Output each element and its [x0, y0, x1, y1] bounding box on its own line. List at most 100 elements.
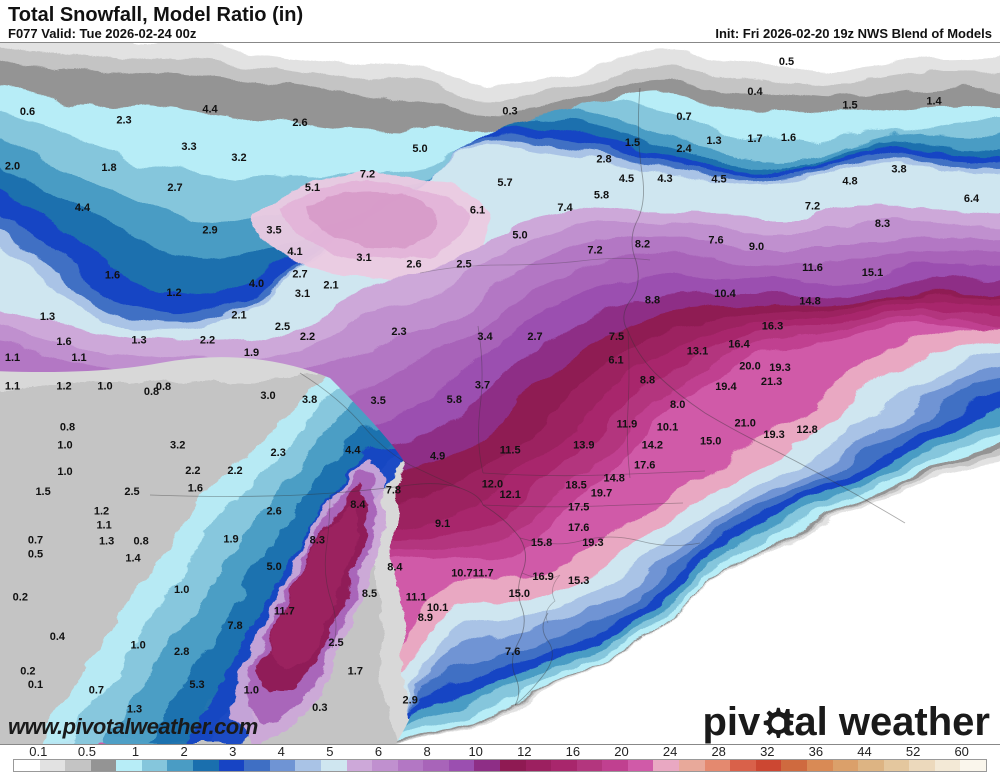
- svg-text:16.4: 16.4: [728, 339, 750, 351]
- svg-text:0.8: 0.8: [133, 536, 148, 548]
- svg-text:2.5: 2.5: [456, 259, 471, 271]
- svg-text:0.7: 0.7: [28, 535, 43, 547]
- svg-text:16.3: 16.3: [762, 321, 783, 333]
- svg-text:1.5: 1.5: [842, 100, 857, 112]
- svg-text:7.8: 7.8: [227, 620, 242, 632]
- svg-text:5.8: 5.8: [594, 190, 609, 202]
- svg-text:5.1: 5.1: [305, 182, 320, 194]
- svg-text:6.4: 6.4: [964, 193, 980, 205]
- svg-text:1.0: 1.0: [174, 584, 189, 596]
- svg-text:2.5: 2.5: [124, 486, 139, 498]
- svg-text:2.0: 2.0: [5, 161, 20, 173]
- svg-text:8.2: 8.2: [635, 239, 650, 251]
- svg-text:2.1: 2.1: [231, 310, 246, 322]
- svg-text:4.4: 4.4: [345, 445, 361, 457]
- svg-text:3.5: 3.5: [266, 225, 281, 237]
- svg-text:0.8: 0.8: [60, 421, 75, 433]
- svg-text:5.7: 5.7: [497, 177, 512, 189]
- svg-text:7.2: 7.2: [587, 245, 602, 257]
- svg-text:8.4: 8.4: [350, 499, 366, 511]
- svg-text:0.2: 0.2: [20, 666, 35, 678]
- svg-text:1.7: 1.7: [747, 133, 762, 145]
- svg-text:8.3: 8.3: [310, 535, 325, 547]
- svg-text:8.5: 8.5: [362, 588, 377, 600]
- svg-text:2.6: 2.6: [292, 117, 307, 129]
- svg-text:0.4: 0.4: [50, 631, 66, 643]
- svg-text:2.9: 2.9: [202, 225, 217, 237]
- svg-text:7.2: 7.2: [805, 201, 820, 213]
- svg-text:0.6: 0.6: [20, 106, 35, 118]
- svg-text:1.7: 1.7: [348, 666, 363, 678]
- svg-text:10.7: 10.7: [451, 568, 472, 580]
- svg-text:20.0: 20.0: [739, 361, 760, 373]
- svg-text:11.6: 11.6: [802, 262, 823, 274]
- svg-text:19.4: 19.4: [715, 381, 737, 393]
- svg-text:3.0: 3.0: [260, 390, 275, 402]
- svg-text:5.0: 5.0: [412, 143, 427, 155]
- svg-text:4.3: 4.3: [657, 173, 672, 185]
- svg-text:5.3: 5.3: [189, 679, 204, 691]
- svg-text:8.8: 8.8: [645, 295, 660, 307]
- svg-text:19.3: 19.3: [769, 362, 790, 374]
- svg-text:1.5: 1.5: [625, 137, 640, 149]
- svg-text:1.9: 1.9: [244, 347, 259, 359]
- svg-text:2.5: 2.5: [275, 321, 290, 333]
- svg-text:11.1: 11.1: [406, 591, 427, 603]
- svg-text:1.3: 1.3: [40, 311, 55, 323]
- svg-text:15.1: 15.1: [862, 267, 883, 279]
- svg-text:7.8: 7.8: [386, 485, 401, 497]
- svg-text:7.4: 7.4: [557, 202, 573, 214]
- svg-text:5.8: 5.8: [447, 394, 462, 406]
- svg-text:2.3: 2.3: [271, 447, 286, 459]
- svg-text:0.7: 0.7: [89, 684, 104, 696]
- svg-text:1.5: 1.5: [35, 486, 50, 498]
- svg-text:9.1: 9.1: [435, 518, 450, 530]
- svg-text:1.2: 1.2: [94, 506, 109, 518]
- svg-text:2.2: 2.2: [300, 331, 315, 343]
- svg-text:0.5: 0.5: [28, 549, 43, 561]
- svg-text:0.3: 0.3: [312, 702, 327, 714]
- svg-text:11.7: 11.7: [473, 568, 494, 580]
- svg-text:2.8: 2.8: [174, 646, 189, 658]
- svg-text:12.8: 12.8: [796, 424, 817, 436]
- svg-text:1.6: 1.6: [188, 483, 203, 495]
- svg-text:0.8: 0.8: [156, 381, 171, 393]
- svg-text:1.0: 1.0: [130, 640, 145, 652]
- svg-text:1.3: 1.3: [99, 536, 114, 548]
- svg-text:8.9: 8.9: [418, 612, 433, 624]
- svg-text:6.1: 6.1: [608, 355, 623, 367]
- svg-text:4.5: 4.5: [619, 173, 634, 185]
- svg-text:2.6: 2.6: [406, 259, 421, 271]
- svg-text:3.4: 3.4: [477, 331, 493, 343]
- svg-text:1.2: 1.2: [56, 381, 71, 393]
- svg-text:6.1: 6.1: [470, 205, 485, 217]
- svg-text:7.2: 7.2: [360, 169, 375, 181]
- svg-text:0.5: 0.5: [779, 56, 794, 68]
- svg-text:2.2: 2.2: [200, 335, 215, 347]
- svg-text:17.6: 17.6: [634, 459, 655, 471]
- svg-text:16.9: 16.9: [532, 571, 553, 583]
- svg-text:2.8: 2.8: [596, 154, 611, 166]
- svg-text:12.1: 12.1: [499, 489, 520, 501]
- svg-text:10.1: 10.1: [657, 421, 678, 433]
- svg-text:19.3: 19.3: [582, 537, 603, 549]
- svg-text:7.6: 7.6: [708, 235, 723, 247]
- svg-text:19.7: 19.7: [591, 487, 612, 499]
- svg-text:21.3: 21.3: [761, 376, 782, 388]
- svg-text:3.3: 3.3: [181, 141, 196, 153]
- svg-text:0.3: 0.3: [502, 106, 517, 118]
- svg-text:17.6: 17.6: [568, 522, 589, 534]
- svg-text:4.4: 4.4: [75, 202, 91, 214]
- svg-text:0.1: 0.1: [28, 679, 43, 691]
- svg-text:2.4: 2.4: [676, 143, 692, 155]
- svg-text:3.1: 3.1: [356, 252, 371, 264]
- svg-text:8.4: 8.4: [387, 561, 403, 573]
- svg-text:1.0: 1.0: [97, 381, 112, 393]
- svg-text:9.0: 9.0: [749, 241, 764, 253]
- svg-text:13.9: 13.9: [573, 440, 594, 452]
- svg-text:1.6: 1.6: [105, 270, 120, 282]
- svg-text:3.2: 3.2: [170, 440, 185, 452]
- svg-text:2.3: 2.3: [116, 115, 131, 127]
- svg-text:1.6: 1.6: [781, 132, 796, 144]
- svg-text:1.1: 1.1: [5, 381, 20, 393]
